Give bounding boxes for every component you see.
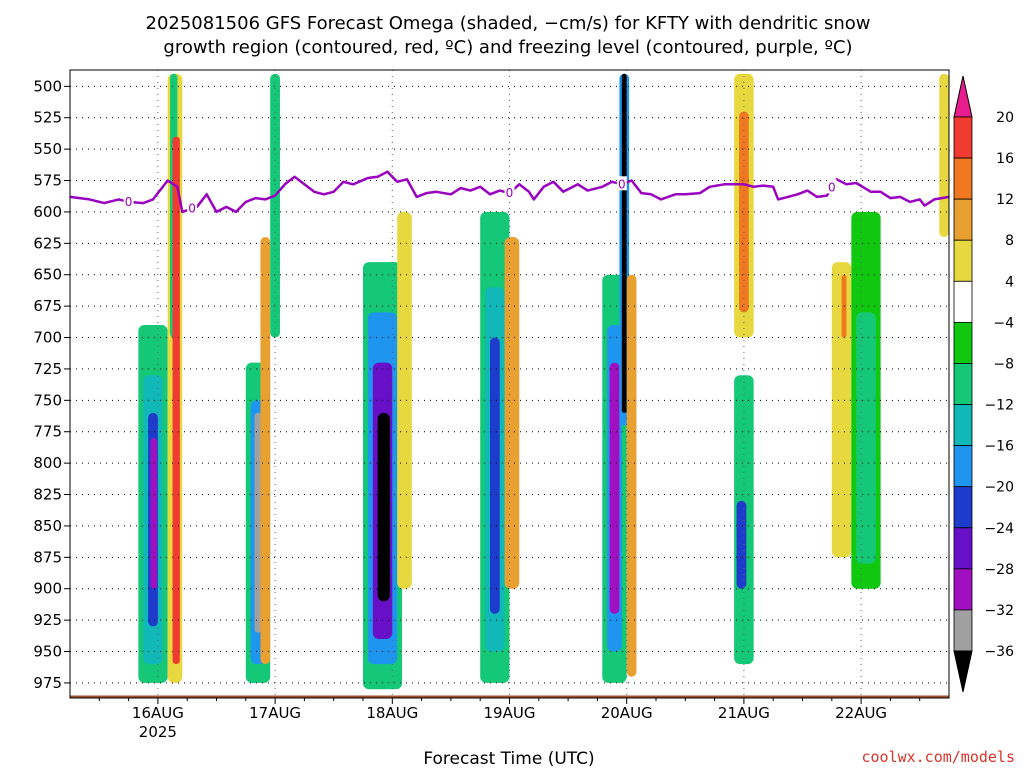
y-tick-label: 600 bbox=[33, 203, 62, 221]
freezing-level-label: 0 bbox=[188, 202, 196, 216]
omega-cell bbox=[172, 136, 180, 665]
freezing-level-label: 0 bbox=[125, 195, 133, 209]
colorbar-label: −28 bbox=[984, 562, 1014, 578]
y-tick-label: 700 bbox=[33, 329, 62, 347]
colorbar-swatch bbox=[953, 280, 973, 323]
colorbar-swatch bbox=[953, 321, 973, 364]
y-tick-label: 975 bbox=[33, 674, 62, 692]
colorbar-label: −16 bbox=[984, 439, 1014, 455]
omega-cell bbox=[856, 312, 876, 564]
y-tick-label: 525 bbox=[33, 109, 62, 127]
freezing-level-label-bg bbox=[616, 176, 627, 191]
colorbar-label: −8 bbox=[993, 356, 1014, 372]
freezing-level-line bbox=[69, 170, 950, 214]
omega-cell bbox=[831, 262, 852, 558]
y-tick-label: 575 bbox=[33, 172, 62, 190]
colorbar-bottom-arrow bbox=[953, 650, 973, 693]
colorbar-swatch bbox=[953, 239, 973, 282]
colorbar-swatch bbox=[953, 363, 973, 405]
credit-label: coolwx.com/models bbox=[861, 748, 1015, 766]
omega-cell bbox=[939, 73, 949, 238]
y-tick-label: 500 bbox=[33, 77, 62, 95]
y-tick-label: 950 bbox=[33, 643, 62, 661]
omega-shading bbox=[138, 73, 949, 690]
freezing-level-label: 0 bbox=[618, 177, 626, 191]
freezing-level-label: 0 bbox=[506, 186, 514, 200]
colorbar-label: 4 bbox=[1005, 274, 1014, 290]
y-tick-label: 725 bbox=[33, 360, 62, 378]
colorbar-swatch bbox=[953, 404, 973, 447]
y-tick-label: 550 bbox=[33, 140, 62, 158]
colorbar-label: 8 bbox=[1005, 233, 1014, 249]
freezing-level-label-bg bbox=[504, 185, 515, 200]
chart-title-line-2: growth region (contoured, red, ºC) and f… bbox=[163, 37, 852, 58]
y-tick-label: 650 bbox=[33, 266, 62, 284]
omega-cell bbox=[621, 73, 627, 413]
x-tick-label: 17AUG bbox=[249, 704, 301, 722]
colorbar-label: −32 bbox=[984, 603, 1014, 619]
colorbar-label: 20 bbox=[996, 110, 1014, 126]
x-tick-label: 16AUG bbox=[132, 704, 184, 722]
x-tick-sublabel: 2025 bbox=[139, 723, 177, 741]
freezing-level-label-bg bbox=[826, 179, 837, 194]
colorbar-label: 12 bbox=[996, 192, 1014, 208]
freezing-level-label: 0 bbox=[828, 180, 836, 194]
omega-cell bbox=[254, 412, 262, 633]
colorbar-swatch bbox=[953, 527, 973, 570]
colorbar-label: −12 bbox=[984, 398, 1014, 414]
y-tick-label: 925 bbox=[33, 611, 62, 629]
colorbar-swatch bbox=[953, 568, 973, 611]
y-tick-label: 850 bbox=[33, 517, 62, 535]
colorbar-label: −4 bbox=[993, 315, 1014, 331]
colorbar-swatch bbox=[953, 609, 973, 652]
colorbar-swatch bbox=[953, 486, 973, 529]
colorbar-label: −36 bbox=[984, 644, 1014, 660]
plot-area: 0 0 0 0 0 bbox=[69, 69, 950, 699]
omega-cell bbox=[736, 500, 747, 589]
y-tick-label: 875 bbox=[33, 548, 62, 566]
omega-cell bbox=[626, 274, 637, 677]
chart-title-line-1: 2025081506 GFS Forecast Omega (shaded, −… bbox=[146, 13, 871, 34]
colorbar-label: −24 bbox=[984, 521, 1014, 537]
omega-cell bbox=[377, 412, 390, 602]
freezing-level-contour: 0 0 0 0 0 bbox=[69, 170, 950, 216]
colorbar-swatch bbox=[953, 157, 973, 200]
y-tick-label: 675 bbox=[33, 297, 62, 315]
y-tick-label: 900 bbox=[33, 580, 62, 598]
omega-cell bbox=[260, 237, 271, 665]
omega-cell bbox=[270, 73, 280, 338]
y-tick-label: 750 bbox=[33, 391, 62, 409]
omega-cell bbox=[489, 337, 500, 614]
x-tick-label: 20AUG bbox=[601, 704, 653, 722]
x-tick-label: 22AUG bbox=[835, 704, 887, 722]
colorbar-swatch bbox=[953, 198, 973, 241]
y-tick-label: 775 bbox=[33, 423, 62, 441]
omega-cell bbox=[504, 237, 520, 589]
colorbar-label: −20 bbox=[984, 480, 1014, 496]
ground-fill bbox=[70, 695, 949, 698]
omega-cell bbox=[609, 362, 620, 614]
freezing-level-label-bg bbox=[123, 193, 134, 208]
omega-cell bbox=[150, 438, 157, 589]
freezing-level-label-bg bbox=[187, 200, 198, 215]
x-tick-label: 21AUG bbox=[718, 704, 770, 722]
y-tick-label: 825 bbox=[33, 486, 62, 504]
y-tick-label: 625 bbox=[33, 234, 62, 252]
y-axis-ticks: 500 525 550 575 600 625 650 675 700 725 750 775 800 8… bbox=[33, 77, 70, 692]
colorbar-swatch bbox=[953, 445, 973, 488]
grid-lines bbox=[70, 70, 949, 698]
x-tick-label: 18AUG bbox=[366, 704, 418, 722]
y-tick-label: 800 bbox=[33, 454, 62, 472]
colorbar-top-arrow bbox=[953, 75, 973, 118]
colorbar-swatch bbox=[953, 116, 973, 159]
x-axis-label: Forecast Time (UTC) bbox=[423, 749, 594, 768]
ground-terrain bbox=[70, 695, 949, 698]
omega-cell bbox=[397, 211, 412, 589]
colorbar-label: 16 bbox=[996, 151, 1014, 167]
x-tick-label: 19AUG bbox=[484, 704, 536, 722]
omega-cell bbox=[739, 111, 749, 313]
colorbar: 20 16 12 8 4 −4 −8 −12 −16 −20 −24 −28 −32 −36 bbox=[953, 75, 1014, 693]
